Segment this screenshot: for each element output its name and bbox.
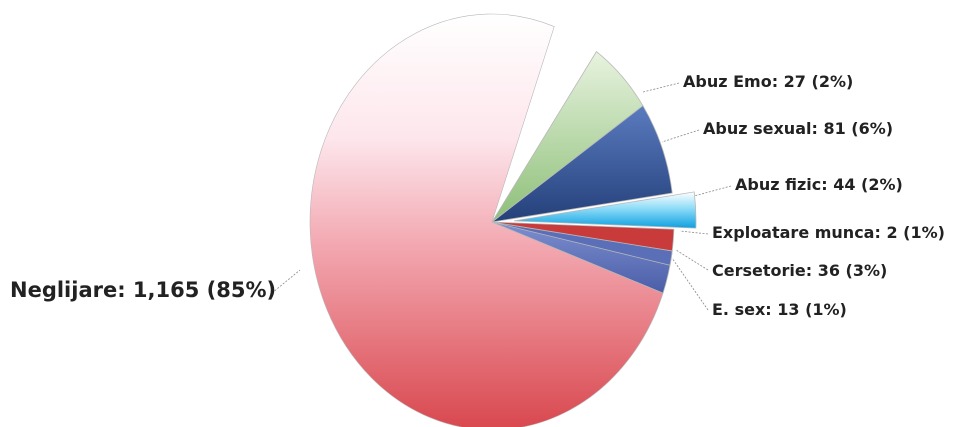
slice-label-abuz-fizic: Abuz fizic: 44 (2%)	[735, 175, 903, 194]
leader-line-abuz-emo	[642, 82, 680, 93]
slice-label-e-sex: E. sex: 13 (1%)	[712, 300, 847, 319]
leader-line-e-sex	[671, 257, 709, 311]
pie-slice-abuz-fizic	[513, 191, 697, 229]
slice-label-abuz-emo: Abuz Emo: 27 (2%)	[683, 72, 853, 91]
pie-slice-abuz-emo	[491, 51, 644, 223]
leader-line-neglijare	[271, 269, 301, 294]
slice-label-neglijare: Neglijare: 1,165 (85%)	[10, 278, 276, 302]
slice-label-abuz-sexual: Abuz sexual: 81 (6%)	[703, 119, 893, 138]
leader-line-abuz-sexual	[661, 129, 700, 143]
pie-slice-exploatare-munca	[491, 221, 675, 252]
slice-label-cersetorie: Cersetorie: 36 (3%)	[712, 261, 887, 280]
leader-line-cersetorie	[675, 249, 709, 271]
slice-label-exploatare-munca: Exploatare munca: 2 (1%)	[712, 223, 945, 242]
leader-line-abuz-fizic	[693, 185, 732, 197]
pie-slice-neglijare	[309, 13, 664, 427]
leader-line-exploatare-munca	[679, 230, 709, 235]
